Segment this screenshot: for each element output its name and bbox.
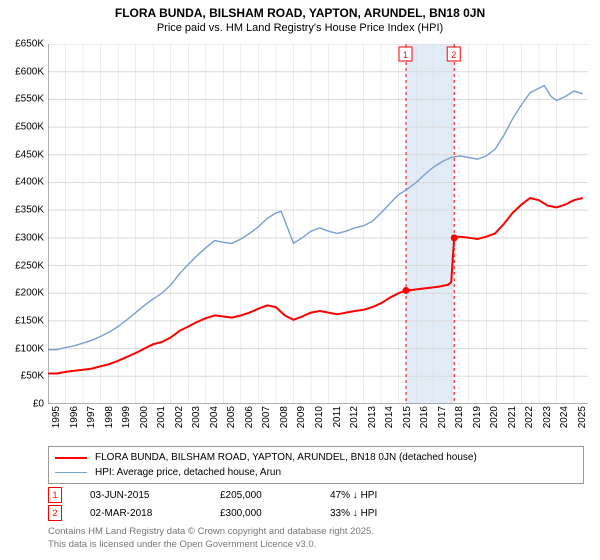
sale-date-2: 02-MAR-2018 <box>90 508 220 519</box>
sale-marker-1: 1 <box>48 487 62 503</box>
x-tick-label: 2003 <box>191 406 202 428</box>
x-tick-label: 2024 <box>559 406 570 428</box>
legend-label-property: FLORA BUNDA, BILSHAM ROAD, YAPTON, ARUND… <box>95 452 477 463</box>
x-tick-label: 2020 <box>489 406 500 428</box>
x-tick-label: 2015 <box>402 406 413 428</box>
x-tick-label: 2006 <box>244 406 255 428</box>
y-tick-label: £350K <box>15 205 44 216</box>
sales-table: 1 03-JUN-2015 £205,000 47% ↓ HPI 2 02-MA… <box>48 486 430 522</box>
footer: Contains HM Land Registry data © Crown c… <box>48 526 374 552</box>
x-tick-label: 2025 <box>577 406 588 428</box>
sale-price-1: £205,000 <box>220 490 330 501</box>
x-tick-label: 2019 <box>472 406 483 428</box>
x-tick-label: 2017 <box>437 406 448 428</box>
x-tick-label: 2021 <box>507 406 518 428</box>
svg-text:1: 1 <box>403 50 408 60</box>
y-tick-label: £100K <box>15 343 44 354</box>
sale-marker-2: 2 <box>48 505 62 521</box>
x-tick-label: 1999 <box>121 406 132 428</box>
x-tick-label: 2001 <box>156 406 167 428</box>
y-tick-label: £150K <box>15 315 44 326</box>
legend-swatch-property <box>55 457 87 459</box>
x-tick-label: 2014 <box>384 406 395 428</box>
y-tick-label: £200K <box>15 288 44 299</box>
plot-svg: 12 <box>48 44 588 404</box>
y-tick-label: £0 <box>33 399 44 410</box>
footer-line-2: This data is licensed under the Open Gov… <box>48 539 374 552</box>
y-tick-label: £250K <box>15 260 44 271</box>
y-tick-label: £650K <box>15 39 44 50</box>
x-tick-label: 2004 <box>209 406 220 428</box>
x-tick-label: 1995 <box>51 406 62 428</box>
y-tick-label: £550K <box>15 94 44 105</box>
footer-line-1: Contains HM Land Registry data © Crown c… <box>48 526 374 539</box>
svg-text:2: 2 <box>451 50 456 60</box>
x-tick-label: 2000 <box>139 406 150 428</box>
x-tick-label: 1998 <box>104 406 115 428</box>
y-tick-label: £600K <box>15 66 44 77</box>
plot-area: 12 <box>48 44 588 404</box>
x-tick-label: 2005 <box>226 406 237 428</box>
x-tick-label: 2010 <box>314 406 325 428</box>
y-tick-label: £400K <box>15 177 44 188</box>
legend-item-hpi: HPI: Average price, detached house, Arun <box>55 465 577 480</box>
x-tick-label: 1996 <box>69 406 80 428</box>
x-tick-label: 2018 <box>454 406 465 428</box>
x-tick-label: 2023 <box>542 406 553 428</box>
chart-subtitle: Price paid vs. HM Land Registry's House … <box>0 20 600 34</box>
x-tick-label: 2009 <box>296 406 307 428</box>
y-tick-label: £50K <box>21 371 44 382</box>
y-tick-label: £450K <box>15 149 44 160</box>
sale-row-2: 2 02-MAR-2018 £300,000 33% ↓ HPI <box>48 504 430 522</box>
x-tick-label: 2012 <box>349 406 360 428</box>
sale-pct-1: 47% ↓ HPI <box>330 490 430 501</box>
x-tick-label: 2022 <box>524 406 535 428</box>
sale-price-2: £300,000 <box>220 508 330 519</box>
x-tick-label: 2016 <box>419 406 430 428</box>
y-tick-label: £300K <box>15 232 44 243</box>
x-tick-label: 2008 <box>279 406 290 428</box>
sale-date-1: 03-JUN-2015 <box>90 490 220 501</box>
x-tick-label: 2013 <box>367 406 378 428</box>
legend-swatch-hpi <box>55 472 87 473</box>
legend-label-hpi: HPI: Average price, detached house, Arun <box>95 467 281 478</box>
chart-container: FLORA BUNDA, BILSHAM ROAD, YAPTON, ARUND… <box>0 0 600 560</box>
legend: FLORA BUNDA, BILSHAM ROAD, YAPTON, ARUND… <box>48 446 584 484</box>
y-tick-label: £500K <box>15 122 44 133</box>
sale-row-1: 1 03-JUN-2015 £205,000 47% ↓ HPI <box>48 486 430 504</box>
legend-item-property: FLORA BUNDA, BILSHAM ROAD, YAPTON, ARUND… <box>55 450 577 465</box>
x-tick-label: 2011 <box>332 406 343 428</box>
x-tick-label: 2007 <box>261 406 272 428</box>
x-tick-label: 1997 <box>86 406 97 428</box>
sale-pct-2: 33% ↓ HPI <box>330 508 430 519</box>
chart-title: FLORA BUNDA, BILSHAM ROAD, YAPTON, ARUND… <box>0 0 600 20</box>
x-tick-label: 2002 <box>174 406 185 428</box>
